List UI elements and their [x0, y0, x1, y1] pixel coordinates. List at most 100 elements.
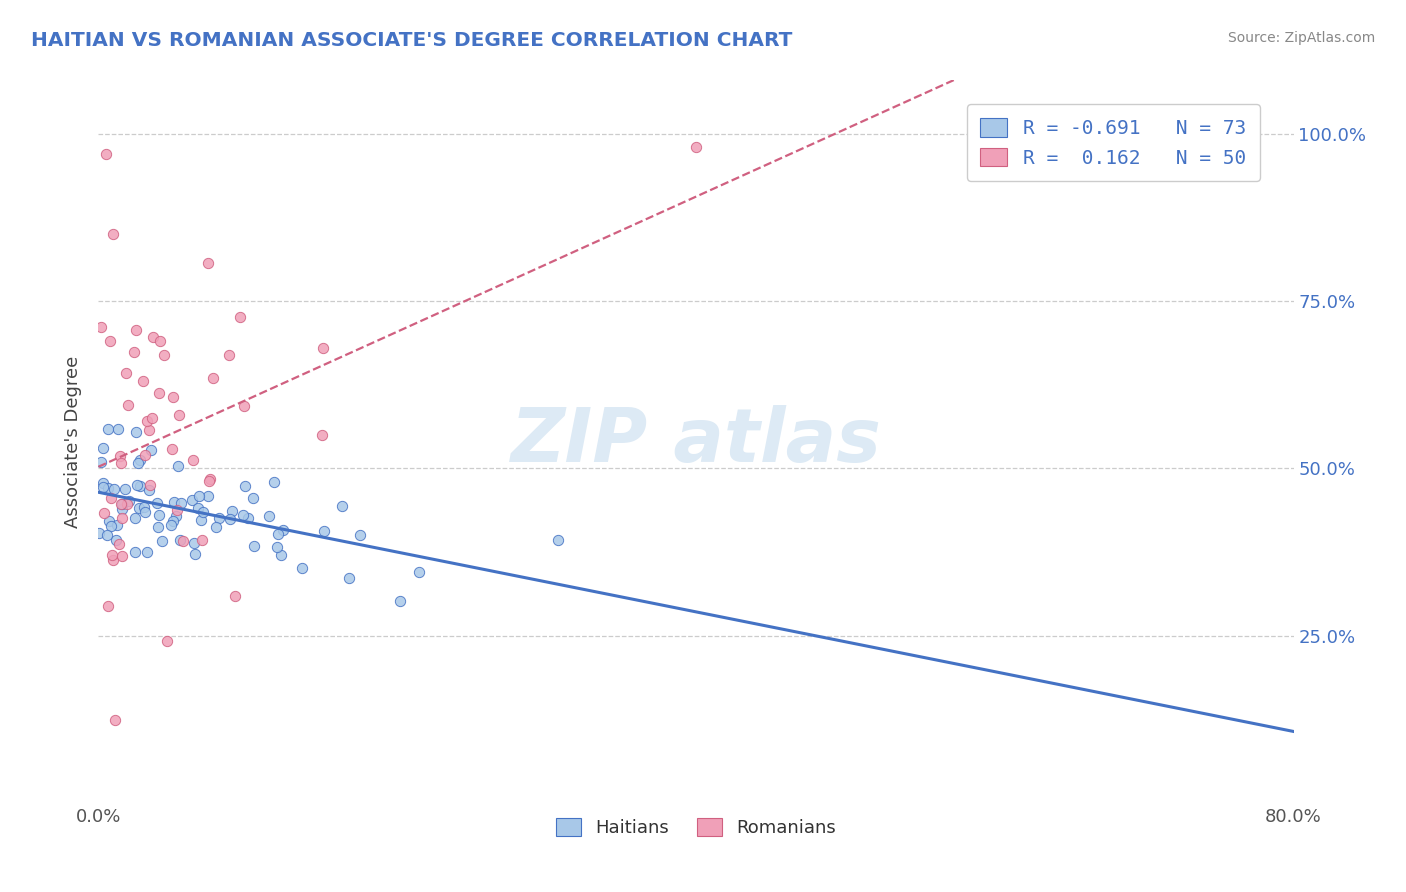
Point [167, 409, 190, 423]
Point [236, 511, 259, 525]
Point [100, 548, 122, 562]
Point [100, 519, 122, 533]
Point [141, 411, 163, 425]
Point [291, 561, 314, 575]
Point [162, 390, 184, 404]
Point [270, 549, 292, 563]
Point [138, 483, 160, 497]
Point [134, 448, 156, 462]
Point [242, 491, 264, 506]
Point [685, 140, 707, 154]
Point [349, 528, 371, 542]
Point [166, 502, 188, 516]
Point [146, 519, 169, 533]
Point [128, 479, 150, 493]
Point [181, 453, 204, 467]
Point [100, 491, 122, 506]
Point [136, 545, 159, 559]
Point [197, 475, 219, 489]
Point [263, 475, 285, 489]
Point [218, 512, 240, 526]
Point [155, 633, 177, 648]
Point [111, 549, 134, 564]
Point [218, 347, 240, 361]
Point [103, 713, 125, 727]
Point [193, 505, 215, 519]
Point [111, 511, 134, 525]
Point [110, 497, 132, 511]
Point [224, 589, 246, 603]
Point [108, 537, 131, 551]
Point [197, 489, 219, 503]
Y-axis label: Associate's Degree: Associate's Degree [65, 355, 83, 528]
Point [159, 517, 181, 532]
Point [139, 443, 162, 458]
Point [146, 495, 169, 509]
Point [87, 525, 110, 540]
Point [122, 345, 145, 359]
Point [110, 501, 132, 516]
Point [148, 508, 170, 523]
Point [103, 482, 125, 496]
Point [232, 508, 254, 522]
Point [267, 526, 290, 541]
Point [118, 494, 141, 508]
Point [93, 506, 115, 520]
Point [183, 536, 205, 550]
Point [107, 422, 129, 436]
Point [201, 371, 224, 385]
Point [235, 479, 257, 493]
Point [101, 553, 124, 567]
Point [132, 375, 155, 389]
Point [124, 511, 146, 525]
Point [90, 320, 112, 334]
Point [138, 423, 160, 437]
Point [188, 489, 211, 503]
Point [110, 456, 132, 470]
Point [93, 441, 115, 455]
Point [243, 539, 266, 553]
Point [139, 478, 162, 492]
Point [389, 593, 412, 607]
Point [163, 495, 186, 509]
Point [187, 500, 209, 515]
Point [229, 310, 252, 325]
Point [311, 341, 333, 355]
Point [115, 497, 138, 511]
Point [129, 453, 152, 467]
Point [337, 571, 360, 585]
Point [198, 472, 221, 486]
Point [172, 534, 194, 549]
Point [134, 506, 156, 520]
Point [105, 518, 128, 533]
Point [91, 480, 114, 494]
Point [311, 427, 333, 442]
Point [190, 513, 212, 527]
Point [124, 545, 146, 559]
Point [98, 334, 122, 349]
Point [91, 476, 114, 491]
Point [312, 524, 335, 538]
Point [204, 519, 226, 533]
Point [127, 456, 149, 470]
Point [221, 504, 243, 518]
Point [103, 227, 125, 242]
Point [208, 511, 231, 525]
Point [233, 400, 256, 414]
Point [97, 422, 120, 436]
Point [132, 500, 155, 514]
Point [197, 256, 219, 270]
Point [128, 500, 150, 515]
Point [259, 508, 281, 523]
Point [90, 455, 112, 469]
Point [330, 499, 353, 513]
Point [115, 366, 138, 380]
Point [547, 533, 569, 548]
Point [167, 458, 190, 473]
Legend: Haitians, Romanians: Haitians, Romanians [548, 811, 844, 845]
Point [183, 547, 205, 561]
Point [117, 398, 139, 412]
Point [266, 540, 288, 554]
Point [180, 492, 202, 507]
Point [114, 482, 136, 496]
